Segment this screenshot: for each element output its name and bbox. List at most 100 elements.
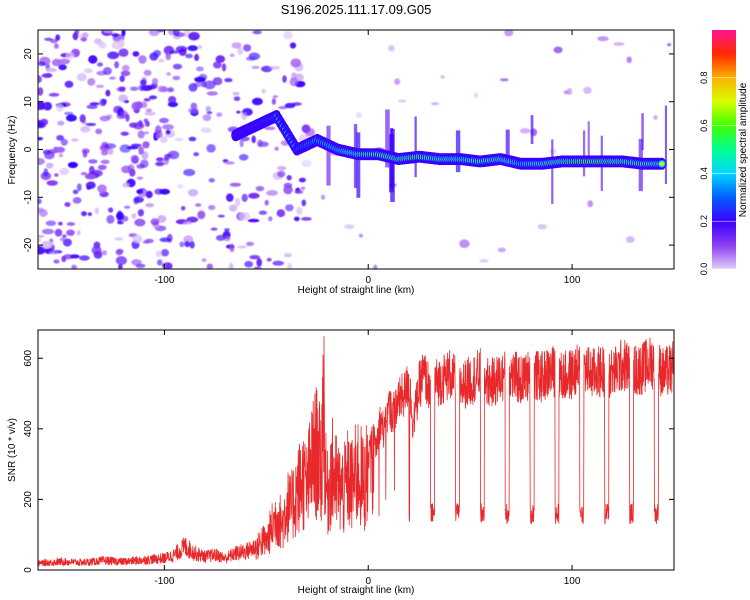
spectrogram-cell xyxy=(284,102,296,109)
spectrogram-cell xyxy=(54,43,59,49)
spectrogram-cell xyxy=(109,76,116,80)
spectrogram-cell xyxy=(107,51,120,60)
spectrogram-cell xyxy=(234,197,241,207)
spectrogram-cell xyxy=(187,189,199,197)
spectrogram-cell xyxy=(197,210,206,220)
spectrogram-cell xyxy=(277,170,286,178)
spectrogram-cell xyxy=(79,255,90,261)
spectrogram-cell xyxy=(148,30,160,36)
spectrogram-cell xyxy=(283,253,292,258)
spectrogram-cell xyxy=(134,218,146,227)
spectrogram-cell xyxy=(56,104,64,112)
spectrogram-cell xyxy=(264,126,276,131)
spectrogram-cell xyxy=(188,83,198,92)
colorbar-ticks: 0.0 0.2 0.4 0.6 0.8 xyxy=(699,72,736,275)
spectrogram-cell xyxy=(98,41,107,49)
spectrogram-cell xyxy=(101,150,109,156)
spectrogram-cell xyxy=(71,138,79,142)
spectrogram-cell xyxy=(185,53,193,59)
spectrogram-cell xyxy=(95,84,105,89)
spectrogram-cell xyxy=(271,98,276,105)
spectrogram-cell xyxy=(215,234,226,241)
spectrogram-cell xyxy=(97,164,107,170)
spectrogram-streak xyxy=(530,115,534,144)
spectrogram-cell xyxy=(247,218,260,223)
y-tick-label: -10 xyxy=(23,190,34,205)
spectrogram-ridge xyxy=(231,105,667,204)
spectrogram-cell xyxy=(62,234,67,239)
spectrogram-cell xyxy=(67,161,78,169)
spectrogram-cell xyxy=(118,39,125,48)
spectrogram-cell xyxy=(653,115,658,120)
spectrogram-cell xyxy=(193,152,200,157)
spectrogram-cell xyxy=(431,102,440,106)
spectrogram-streak xyxy=(587,121,590,164)
spectrogram-cell xyxy=(201,80,207,88)
spectrogram-cell xyxy=(132,51,140,57)
spectrogram-cell xyxy=(95,128,103,135)
spectrogram-cell xyxy=(55,34,61,41)
spectrogram-cell xyxy=(142,141,150,149)
spectrogram-cell xyxy=(82,149,88,158)
spectrogram-cell xyxy=(172,75,181,81)
spectrogram-cell xyxy=(45,67,57,73)
spectrogram-cell xyxy=(474,92,479,99)
spectrogram-cell xyxy=(53,146,58,153)
spectrogram-cell xyxy=(140,101,148,109)
spectrogram-cell xyxy=(54,228,63,237)
spectrogram-cell xyxy=(177,184,184,189)
spectrogram-cell xyxy=(65,114,77,122)
spectrogram-streak xyxy=(551,139,554,204)
spectrogram-cell xyxy=(81,211,87,217)
spectrogram-cell xyxy=(213,61,222,69)
spectrogram-cell xyxy=(239,138,244,148)
colorbar-tick-label: 0.4 xyxy=(699,167,709,180)
spectrogram-cell xyxy=(274,146,279,151)
spectrogram-cell xyxy=(97,184,107,193)
spectrogram-cell xyxy=(138,146,144,155)
spectrogram-cell xyxy=(122,182,130,188)
spectrogram-cell xyxy=(144,111,156,116)
x-tick-label: 0 xyxy=(365,275,371,286)
spectrogram-cell xyxy=(597,36,609,42)
spectrogram-cell xyxy=(256,258,263,267)
spectrogram-cell xyxy=(38,234,45,238)
spectrogram-cell xyxy=(143,118,149,123)
spectrogram-cell xyxy=(137,130,145,139)
spectrogram-cell xyxy=(80,36,88,42)
spectrogram-cell xyxy=(48,92,60,97)
spectrogram-cell xyxy=(38,61,46,66)
spectrogram-cell xyxy=(217,214,225,218)
spectrogram-cell xyxy=(119,144,131,153)
spectrogram-cell xyxy=(153,49,162,57)
spectrogram-cell xyxy=(144,238,154,244)
snr-series xyxy=(38,336,674,567)
spectrogram-cell xyxy=(80,126,91,133)
spectrogram-cell xyxy=(44,151,55,160)
spectrogram-cell xyxy=(206,91,218,96)
spectrogram-streak xyxy=(455,130,461,173)
spectrogram-noise xyxy=(38,30,672,269)
spectrogram-cell xyxy=(231,42,242,49)
spectrogram-cell xyxy=(276,209,286,218)
x-tick-label: 100 xyxy=(564,275,581,286)
spectrogram-cell xyxy=(158,58,165,63)
spectrogram-cell xyxy=(300,186,306,190)
spectrogram-cell xyxy=(155,250,162,258)
spectrogram-streak xyxy=(583,130,586,177)
spectrogram-cell xyxy=(46,162,54,169)
spectrogram-cell xyxy=(114,237,124,241)
x-tick-label: 0 xyxy=(365,576,371,587)
spectrogram-cell xyxy=(126,146,139,150)
spectrogram-cell xyxy=(72,32,79,41)
y-tick-label: 600 xyxy=(23,349,34,366)
spectrogram-cell xyxy=(212,77,223,86)
spectrogram-cell xyxy=(537,224,547,230)
spectrogram-cell xyxy=(63,111,74,116)
spectrogram-cell xyxy=(99,115,111,122)
spectrogram-cell xyxy=(625,236,635,243)
spectrogram-cell xyxy=(100,159,110,164)
spectrogram-cell xyxy=(251,65,260,70)
